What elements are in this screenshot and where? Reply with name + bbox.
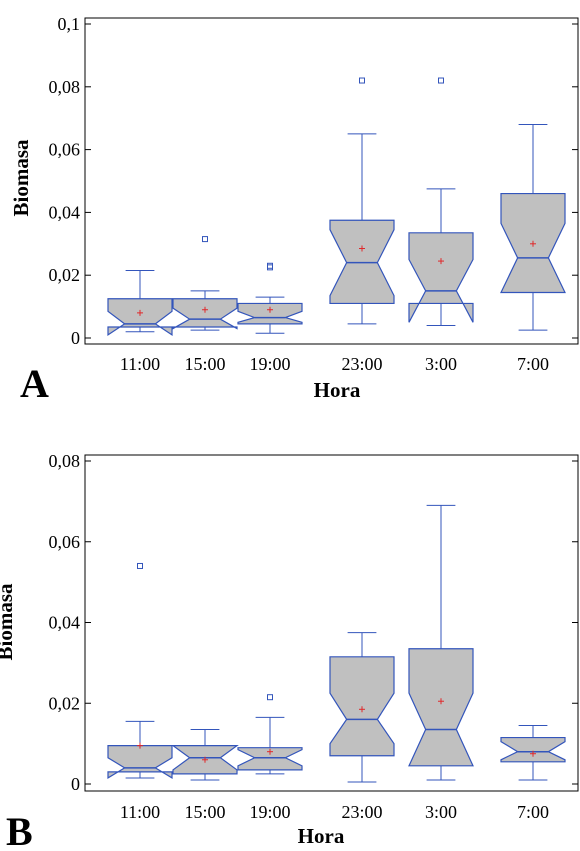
panel-a-chart: 0 0,02 0,04 0,06 0,08 0,1 11:00 15:00 19:00 23:00… <box>9 14 579 406</box>
x-tick-label: 23:00 <box>341 802 382 822</box>
x-axis-label: Hora <box>298 824 345 848</box>
box-7:00 <box>500 724 566 781</box>
box-11:00 <box>107 562 173 780</box>
y-tick-label: 0,04 <box>49 613 81 633</box>
notched-box <box>408 232 474 323</box>
y-tick-label: 0,04 <box>49 202 81 222</box>
notched-box <box>107 298 173 336</box>
outlier-point <box>267 262 273 269</box>
y-tick-label: 0,02 <box>49 265 81 285</box>
y-tick-label: 0,08 <box>49 77 81 97</box>
box-11:00 <box>107 269 173 336</box>
plot-frame <box>84 17 579 345</box>
box-3:00 <box>408 77 474 326</box>
box-19:00 <box>237 694 303 775</box>
y-tick-label: 0,06 <box>49 532 81 552</box>
x-tick-label: 15:00 <box>184 354 225 374</box>
box-7:00 <box>500 123 566 331</box>
x-tick-label: 3:00 <box>425 802 457 822</box>
x-tick-label: 7:00 <box>517 354 549 374</box>
x-axis-label: Hora <box>314 378 361 402</box>
y-axis-label: Biomasa <box>0 583 17 661</box>
box-23:00 <box>329 77 395 325</box>
panel-b-chart: 0 0,02 0,04 0,06 0,08 11:00 15:00 19:00 23:00 3:0… <box>0 451 579 851</box>
outlier-point <box>267 264 273 271</box>
x-tick-label: 15:00 <box>184 802 225 822</box>
outlier-point <box>137 562 143 569</box>
outlier-point <box>438 77 444 84</box>
x-tick-label: 7:00 <box>517 802 549 822</box>
y-tick-label: 0,08 <box>49 451 81 471</box>
x-tick-label: 3:00 <box>425 354 457 374</box>
x-tick-label: 19:00 <box>249 802 290 822</box>
box-3:00 <box>408 504 474 781</box>
box-19:00 <box>237 262 303 334</box>
notched-box <box>329 656 395 757</box>
x-tick-label: 19:00 <box>249 354 290 374</box>
box-23:00 <box>329 632 395 783</box>
x-tick-label: 23:00 <box>341 354 382 374</box>
notched-box <box>329 219 395 305</box>
y-tick-label: 0 <box>71 774 80 794</box>
y-tick-label: 0,06 <box>49 140 81 160</box>
box-15:00 <box>171 728 239 781</box>
notched-box <box>107 745 173 780</box>
x-tick-label: 11:00 <box>120 354 160 374</box>
notched-box <box>500 736 566 763</box>
y-tick-label: 0 <box>71 328 80 348</box>
x-tick-label: 11:00 <box>120 802 160 822</box>
y-axis-label: Biomasa <box>9 139 33 217</box>
notched-box <box>237 302 303 325</box>
notched-box <box>237 747 303 771</box>
box-15:00 <box>172 236 238 331</box>
notched-box <box>172 298 238 330</box>
outlier-point <box>267 694 273 701</box>
y-tick-label: 0,1 <box>58 14 81 34</box>
y-tick-label: 0,02 <box>49 693 81 713</box>
panel-label: A <box>20 361 49 406</box>
outlier-point <box>359 77 365 84</box>
panel-label: B <box>6 809 33 851</box>
outlier-point <box>202 236 208 243</box>
notched-box <box>408 648 474 767</box>
